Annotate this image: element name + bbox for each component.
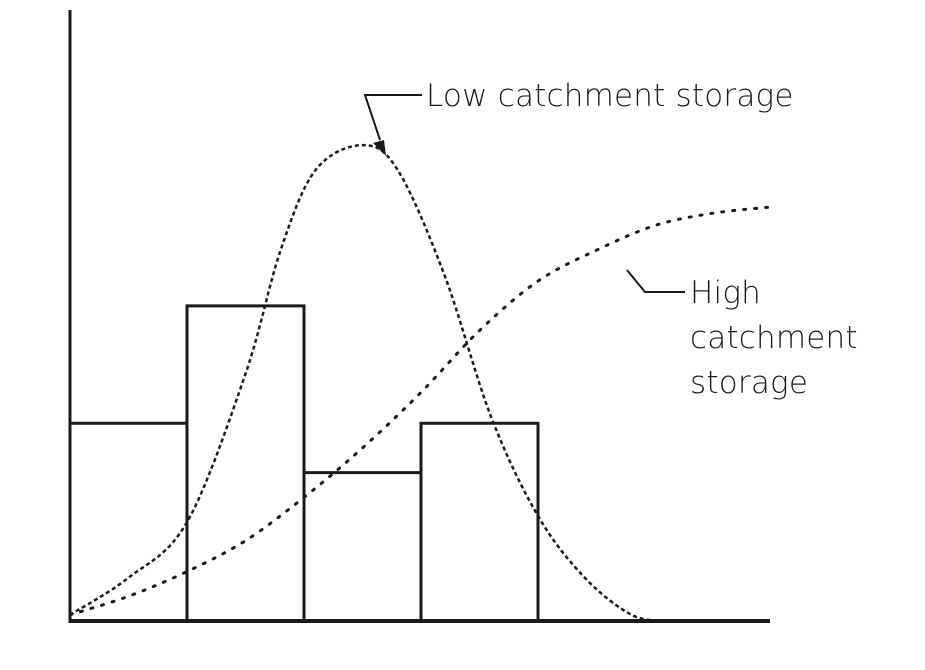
- curves-layer: [68, 143, 774, 623]
- high-catchment-label-line-1: High: [690, 275, 761, 311]
- annotation-low-catchment: Low catchment storage: [363, 78, 794, 156]
- low-catchment-leader-line: [363, 94, 422, 141]
- high-catchment-label-line-2: catchment: [690, 320, 858, 356]
- rainfall-bar-2: [185, 304, 306, 621]
- bars-layer: [70, 304, 540, 621]
- high-catchment-label-line-3: storage: [690, 365, 808, 401]
- low-catchment-label: Low catchment storage: [426, 78, 794, 114]
- high-catchment-storage-curve: [68, 205, 774, 617]
- rainfall-bar-3: [302, 471, 423, 621]
- low-catchment-arrowhead: [373, 140, 386, 156]
- rainfall-bar-1: [70, 421, 189, 621]
- annotation-high-catchment: High catchment storage: [626, 269, 858, 401]
- rainfall-bar-4: [419, 421, 540, 621]
- high-catchment-leader-line: [626, 269, 685, 293]
- low-catchment-storage-curve: [69, 143, 667, 623]
